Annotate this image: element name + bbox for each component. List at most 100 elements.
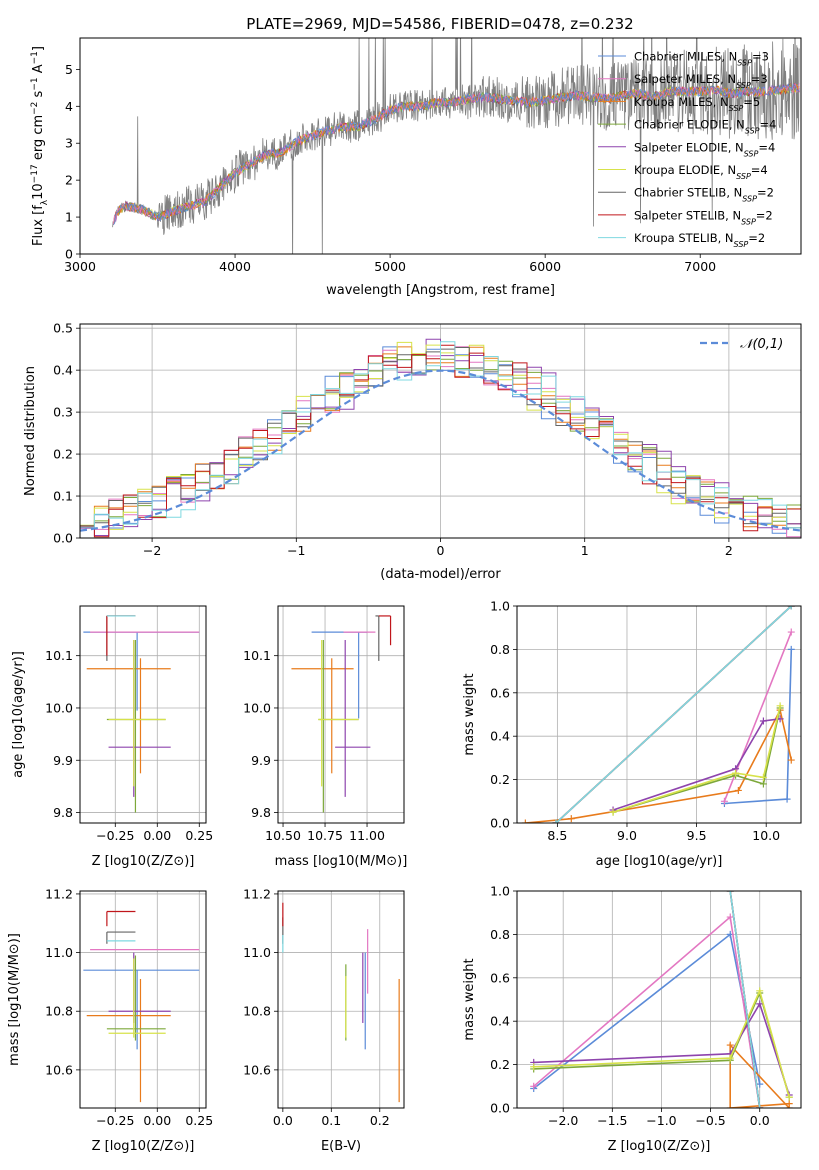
weight-line-salp_elodie: [612, 718, 781, 811]
panel-residuals: −2 −1 0 1 2 0.0 0.1 0.2 0.3 0.4 0.5 (data-model)/er…: [23, 321, 802, 582]
x-tick-label: 10.75: [307, 828, 343, 843]
panel-spectrum: 3000 4000 5000 6000 7000 0 1 2 3 4 5 wavelength [An…: [30, 37, 802, 298]
plot-area-residuals: [80, 324, 801, 538]
x-axis-label: wavelength [Angstrom, rest frame]: [326, 283, 555, 298]
weight-marker-krou_miles: [787, 756, 795, 764]
y-tick-label: 0.8: [490, 927, 510, 942]
plot-area-weight_vs_age: [517, 606, 801, 823]
x-tick-label: −0.25: [96, 1113, 134, 1128]
y-tick-label: 9.8: [53, 805, 73, 820]
plot-area-age_vs_Z: [80, 606, 206, 823]
y-tick-label: 0.0: [490, 816, 510, 831]
y-tick-label: 9.9: [251, 753, 271, 768]
y-tick-label: 0.6: [490, 970, 510, 985]
y-tick-label: 11.2: [45, 886, 73, 901]
y-tick-label: 1: [65, 210, 73, 225]
residual-histogram-krou_stelib: [80, 341, 801, 529]
figure-title: PLATE=2969, MJD=54586, FIBERID=0478, z=0…: [246, 15, 633, 33]
legend: Chabrier MILES, NSSP=3 Salpeter MILES, NS…: [598, 50, 776, 249]
y-tick-label: 0.0: [53, 531, 73, 546]
axes-frame: [516, 605, 802, 824]
y-tick-label: 10.1: [45, 648, 73, 663]
y-tick-label: 0.2: [53, 447, 73, 462]
panel-weight_vs_age: 8.5 9.0 9.5 10.0 0.0 0.2 0.4 0.6 0.8 1.0 age [log1…: [462, 599, 802, 869]
weight-marker-krou_elodie: [756, 987, 764, 995]
panel-mass_vs_ebv: 0.0 0.1 0.2 10.6 10.8 11.0 11.2 E(B-V): [243, 886, 405, 1154]
weight-marker-salp_elodie: [756, 1000, 764, 1008]
axes-frame: [79, 605, 207, 824]
x-tick-label: 0.0: [750, 1113, 770, 1128]
x-tick-label: 7000: [684, 259, 716, 274]
weight-marker-salp_miles: [726, 913, 734, 921]
x-axis-label: Z [log10(Z/Z⊙)]: [92, 1139, 195, 1154]
legend-label: Salpeter ELODIE, NSSP=4: [634, 140, 775, 158]
x-tick-label: 0.00: [143, 828, 171, 843]
x-tick-label: −2: [143, 543, 161, 558]
weight-marker-krou_stelib: [726, 891, 734, 895]
weight-marker-salp_miles: [787, 628, 795, 636]
y-tick-label: 10.8: [243, 1004, 271, 1019]
weight-marker-krou_elodie: [759, 773, 767, 781]
x-tick-label: 5000: [374, 259, 406, 274]
panel-age_vs_mass: 10.50 10.75 11.00 9.8 9.9 10.0 10.1 mass [log10…: [243, 605, 408, 869]
x-tick-label: −1: [287, 543, 305, 558]
weight-marker-krou_elodie: [609, 808, 617, 816]
x-axis-label: Z [log10(Z/Z⊙)]: [92, 854, 195, 869]
weight-marker-chab_miles: [756, 1080, 764, 1088]
plot-area-mass_vs_ebv: [278, 891, 404, 1108]
axes-frame: [277, 605, 405, 824]
weight-line-salp_elodie: [533, 1001, 790, 1096]
y-tick-label: 10.6: [45, 1062, 73, 1077]
axes-frame: [277, 890, 405, 1109]
weight-marker-krou_miles: [785, 1104, 793, 1108]
weight-marker-krou_miles: [726, 1041, 734, 1049]
y-tick-label: 0.4: [490, 1014, 510, 1029]
y-tick-label: 2: [65, 173, 73, 188]
y-tick-label: 0.5: [53, 321, 73, 336]
weight-marker-salp_elodie: [759, 717, 767, 725]
x-axis-label: mass [log10(M/M⊙)]: [275, 854, 408, 869]
weight-marker-chab_miles: [783, 795, 791, 803]
legend-label: Chabrier ELODIE, NSSP=4: [634, 118, 776, 136]
legend-label: Kroupa STELIB, NSSP=2: [634, 231, 765, 249]
y-tick-label: 3: [65, 136, 73, 151]
weight-marker-krou_miles: [521, 819, 529, 823]
weight-line-krou_elodie: [533, 988, 790, 1098]
legend-label: Salpeter STELIB, NSSP=2: [634, 208, 773, 226]
y-tick-label: 10.1: [243, 648, 271, 663]
y-tick-label: 10.0: [243, 700, 271, 715]
plot-area-spectrum: [112, 38, 800, 254]
weight-marker-salp_miles: [720, 797, 728, 805]
y-tick-label: 0.2: [490, 1057, 510, 1072]
plot-area-weight_vs_Z: [517, 891, 801, 1108]
y-tick-label: 0.4: [490, 729, 510, 744]
y-tick-label: 0: [65, 247, 73, 262]
weight-marker-krou_miles: [567, 815, 575, 823]
panel-weight_vs_Z: −2.0 −1.5 −1.0 −0.5 0.0 0.0 0.2 0.4 0.6 0.8 1.0 Z […: [462, 884, 802, 1154]
y-tick-label: 0.6: [490, 685, 510, 700]
x-axis-label: E(B-V): [321, 1139, 361, 1154]
x-axis-label: Z [log10(Z/Z⊙)]: [608, 1139, 711, 1154]
x-tick-label: 11.00: [349, 828, 385, 843]
y-tick-label: 11.0: [243, 945, 271, 960]
weight-marker-krou_elodie: [732, 769, 740, 777]
model-spectrum-salp_elodie: [112, 84, 800, 225]
x-tick-label: 0.2: [370, 1113, 390, 1128]
y-axis-label: Normed distribution: [23, 366, 38, 496]
y-tick-label: 1.0: [490, 884, 510, 899]
legend-label: Salpeter MILES, NSSP=3: [634, 72, 768, 90]
x-axis-label: (data-model)/error: [380, 567, 501, 582]
x-tick-label: 0.0: [273, 1113, 293, 1128]
weight-marker-salp_miles: [530, 1082, 538, 1090]
observed-spectrum-line: [112, 38, 800, 254]
weight-line-krou_stelib: [555, 606, 792, 823]
x-tick-label: 8.5: [547, 828, 567, 843]
y-tick-label: 5: [65, 62, 73, 77]
y-tick-label: 10.6: [243, 1062, 271, 1077]
x-tick-label: 9.5: [687, 828, 707, 843]
panel-age_vs_Z: −0.25 0.00 0.25 9.8 9.9 10.0 10.1 Z [log10(Z/Z⊙…: [11, 605, 213, 869]
y-tick-label: 4: [65, 99, 73, 114]
y-tick-label: 10.8: [45, 1004, 73, 1019]
x-tick-label: 10.50: [265, 828, 301, 843]
